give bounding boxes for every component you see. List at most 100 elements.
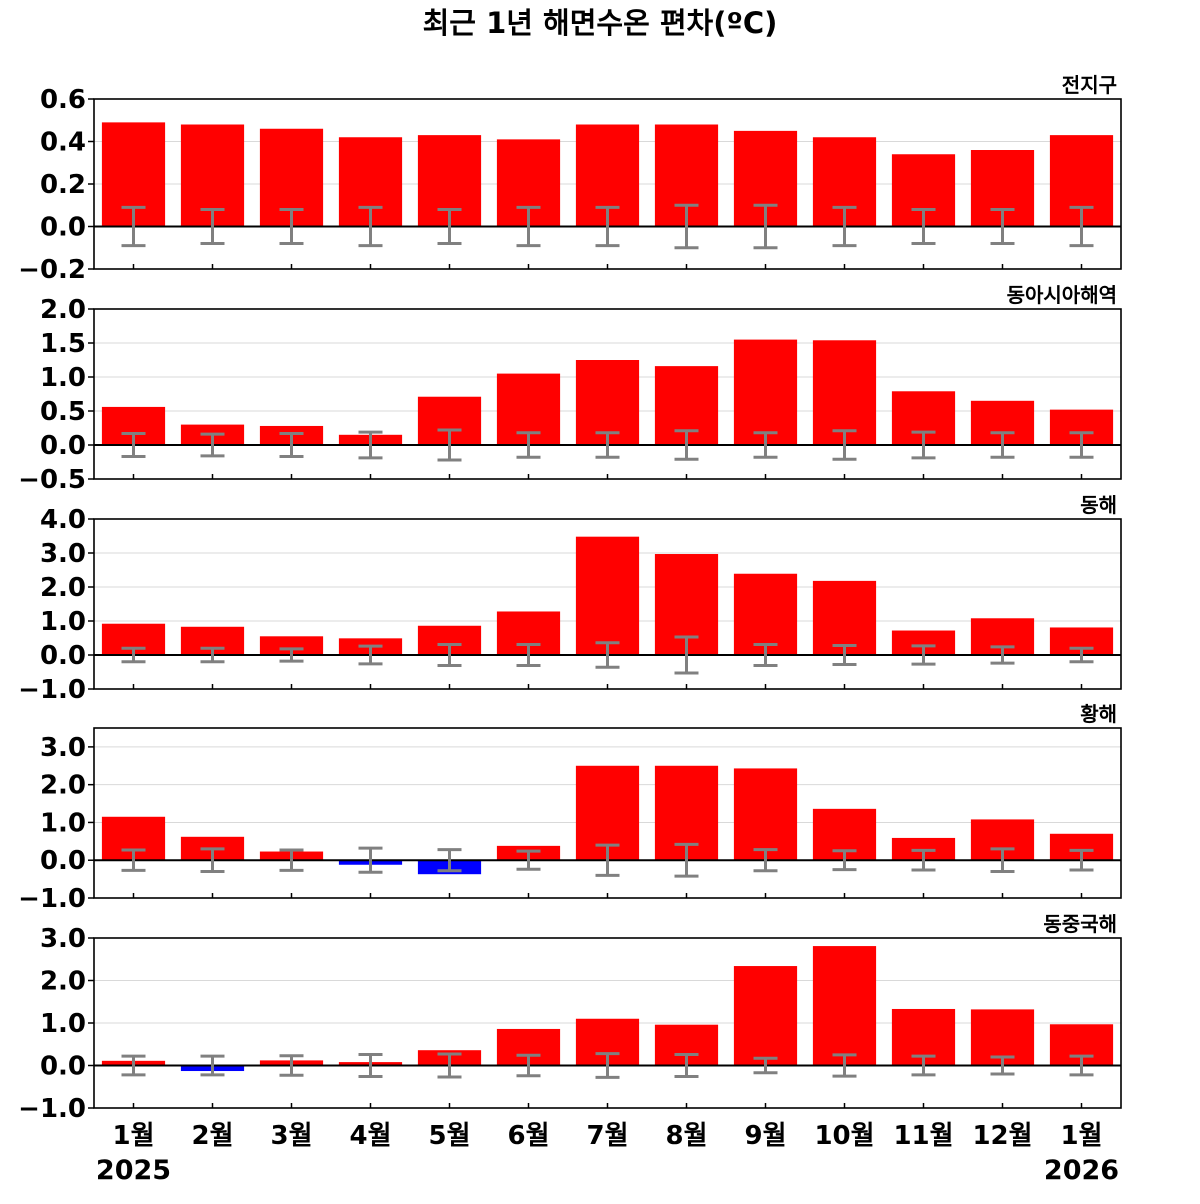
errorbar-5-9 bbox=[753, 1056, 778, 1075]
errorbar-2-11 bbox=[911, 430, 936, 460]
errorbar-4-6 bbox=[516, 849, 541, 871]
errorbar-2-4 bbox=[358, 430, 383, 460]
errorbar-4-12 bbox=[990, 847, 1015, 874]
y-tick-label: 0.0 bbox=[40, 431, 86, 461]
errorbar-1-10 bbox=[832, 205, 857, 248]
x-tick-label: 12월 bbox=[972, 1121, 1032, 1151]
bar-5-9 bbox=[733, 966, 798, 1066]
bar-2-7 bbox=[575, 360, 640, 445]
errorbar-1-8 bbox=[674, 203, 699, 250]
errorbar-5-10 bbox=[832, 1053, 857, 1078]
errorbar-5-7 bbox=[595, 1052, 620, 1079]
x-tick-label: 10월 bbox=[814, 1121, 874, 1151]
bar-3-9 bbox=[733, 573, 798, 655]
bar-5-10 bbox=[812, 946, 877, 1066]
x-tick-label: 6월 bbox=[507, 1121, 549, 1151]
errorbar-4-9 bbox=[753, 848, 778, 873]
errorbar-4-10 bbox=[832, 849, 857, 872]
errorbar-1-7 bbox=[595, 205, 620, 248]
errorbar-3-4 bbox=[358, 644, 383, 666]
panel-title: 황해 bbox=[1080, 702, 1117, 726]
y-tick-label: 0.4 bbox=[40, 128, 86, 158]
panels-layer: 0.6 0.4 0.2 0.0 −0.2 전지구 2.0 1.5 1.0 0.5 0.0 −0.5 동아… bbox=[18, 73, 1122, 1124]
errorbar-5-12 bbox=[990, 1055, 1015, 1076]
errorbar-2-1 bbox=[121, 431, 146, 459]
errorbar-3-9 bbox=[753, 642, 778, 668]
errorbar-3-8 bbox=[674, 635, 699, 675]
panel-3: 4.0 3.0 2.0 1.0 0.0 −1.0 동해 bbox=[18, 493, 1122, 705]
errorbar-5-3 bbox=[279, 1054, 304, 1077]
x-axis: 1월 2월 3월 4월 5월 6월 7월 8월 9월 10월 11월 12월 1월 2025 2026 bbox=[96, 1121, 1119, 1186]
errorbar-4-8 bbox=[674, 842, 699, 878]
errorbar-4-2 bbox=[200, 847, 225, 874]
errorbar-1-3 bbox=[279, 208, 304, 245]
y-tick-label: 2.0 bbox=[40, 295, 86, 325]
errorbar-5-6 bbox=[516, 1053, 541, 1078]
y-tick-label: 2.0 bbox=[40, 967, 86, 997]
errorbar-2-9 bbox=[753, 431, 778, 459]
errorbar-1-13 bbox=[1069, 205, 1094, 248]
errorbar-2-8 bbox=[674, 429, 699, 461]
errorbar-1-11 bbox=[911, 208, 936, 245]
errorbar-1-12 bbox=[990, 208, 1015, 245]
chart-title: 최근 1년 해면수온 편차(ºC) bbox=[423, 6, 778, 40]
y-tick-label: 0.5 bbox=[40, 397, 86, 427]
errorbar-2-10 bbox=[832, 429, 857, 461]
errorbar-2-13 bbox=[1069, 431, 1094, 459]
errorbar-2-7 bbox=[595, 431, 620, 459]
bar-3-10 bbox=[812, 580, 877, 655]
x-tick-label: 3월 bbox=[270, 1121, 312, 1151]
errorbar-4-11 bbox=[911, 848, 936, 872]
x-tick-label: 7월 bbox=[586, 1121, 628, 1151]
panel-title: 동아시아해역 bbox=[1007, 283, 1117, 307]
panel-1: 0.6 0.4 0.2 0.0 −0.2 전지구 bbox=[18, 73, 1122, 285]
y-tick-label: 0.0 bbox=[40, 213, 86, 243]
y-tick-label: 0.2 bbox=[40, 170, 86, 200]
y-tick-label: 3.0 bbox=[40, 924, 86, 954]
panel-5: 3.0 2.0 1.0 0.0 −1.0 동중국해 bbox=[18, 912, 1122, 1124]
x-tick-label: 5월 bbox=[428, 1121, 470, 1151]
errorbar-1-4 bbox=[358, 205, 383, 248]
x-tick-label: 2월 bbox=[191, 1121, 233, 1151]
y-tick-label: −0.5 bbox=[18, 465, 86, 495]
y-tick-label: 2.0 bbox=[40, 573, 86, 603]
panel-4: 3.0 2.0 1.0 0.0 −1.0 황해 bbox=[18, 702, 1122, 914]
y-tick-label: 3.0 bbox=[40, 539, 86, 569]
panel-2: 2.0 1.5 1.0 0.5 0.0 −0.5 동아시아해역 bbox=[18, 283, 1122, 495]
errorbar-3-11 bbox=[911, 644, 936, 666]
errorbar-4-13 bbox=[1069, 848, 1094, 872]
bar-4-9 bbox=[733, 768, 798, 861]
y-tick-label: 2.0 bbox=[40, 771, 86, 801]
y-tick-label: 1.0 bbox=[40, 607, 86, 637]
errorbar-3-2 bbox=[200, 646, 225, 664]
errorbar-5-8 bbox=[674, 1052, 699, 1079]
errorbar-1-9 bbox=[753, 203, 778, 250]
errorbar-5-11 bbox=[911, 1054, 936, 1077]
year-label-start: 2025 bbox=[96, 1155, 171, 1186]
year-label-end: 2026 bbox=[1044, 1155, 1119, 1186]
errorbar-2-5 bbox=[437, 428, 462, 462]
errorbar-2-6 bbox=[516, 431, 541, 459]
y-tick-label: 0.6 bbox=[40, 85, 86, 115]
y-tick-label: −1.0 bbox=[18, 1094, 86, 1124]
y-tick-label: 3.0 bbox=[40, 733, 86, 763]
bar-3-7 bbox=[575, 536, 640, 655]
y-tick-label: 1.0 bbox=[40, 1009, 86, 1039]
errorbar-3-3 bbox=[279, 647, 304, 663]
y-tick-label: 0.0 bbox=[40, 641, 86, 671]
errorbar-3-12 bbox=[990, 645, 1015, 665]
bar-2-9 bbox=[733, 339, 798, 445]
errorbar-3-7 bbox=[595, 641, 620, 669]
y-tick-label: 0.0 bbox=[40, 1052, 86, 1082]
errorbar-4-5 bbox=[437, 848, 462, 873]
errorbar-1-1 bbox=[121, 205, 146, 248]
x-tick-label: 11월 bbox=[893, 1121, 953, 1151]
panel-title: 동해 bbox=[1080, 493, 1117, 517]
errorbar-4-3 bbox=[279, 848, 304, 872]
errorbar-2-12 bbox=[990, 431, 1015, 459]
errorbar-1-5 bbox=[437, 208, 462, 245]
errorbar-3-5 bbox=[437, 642, 462, 668]
y-tick-label: 1.0 bbox=[40, 363, 86, 393]
